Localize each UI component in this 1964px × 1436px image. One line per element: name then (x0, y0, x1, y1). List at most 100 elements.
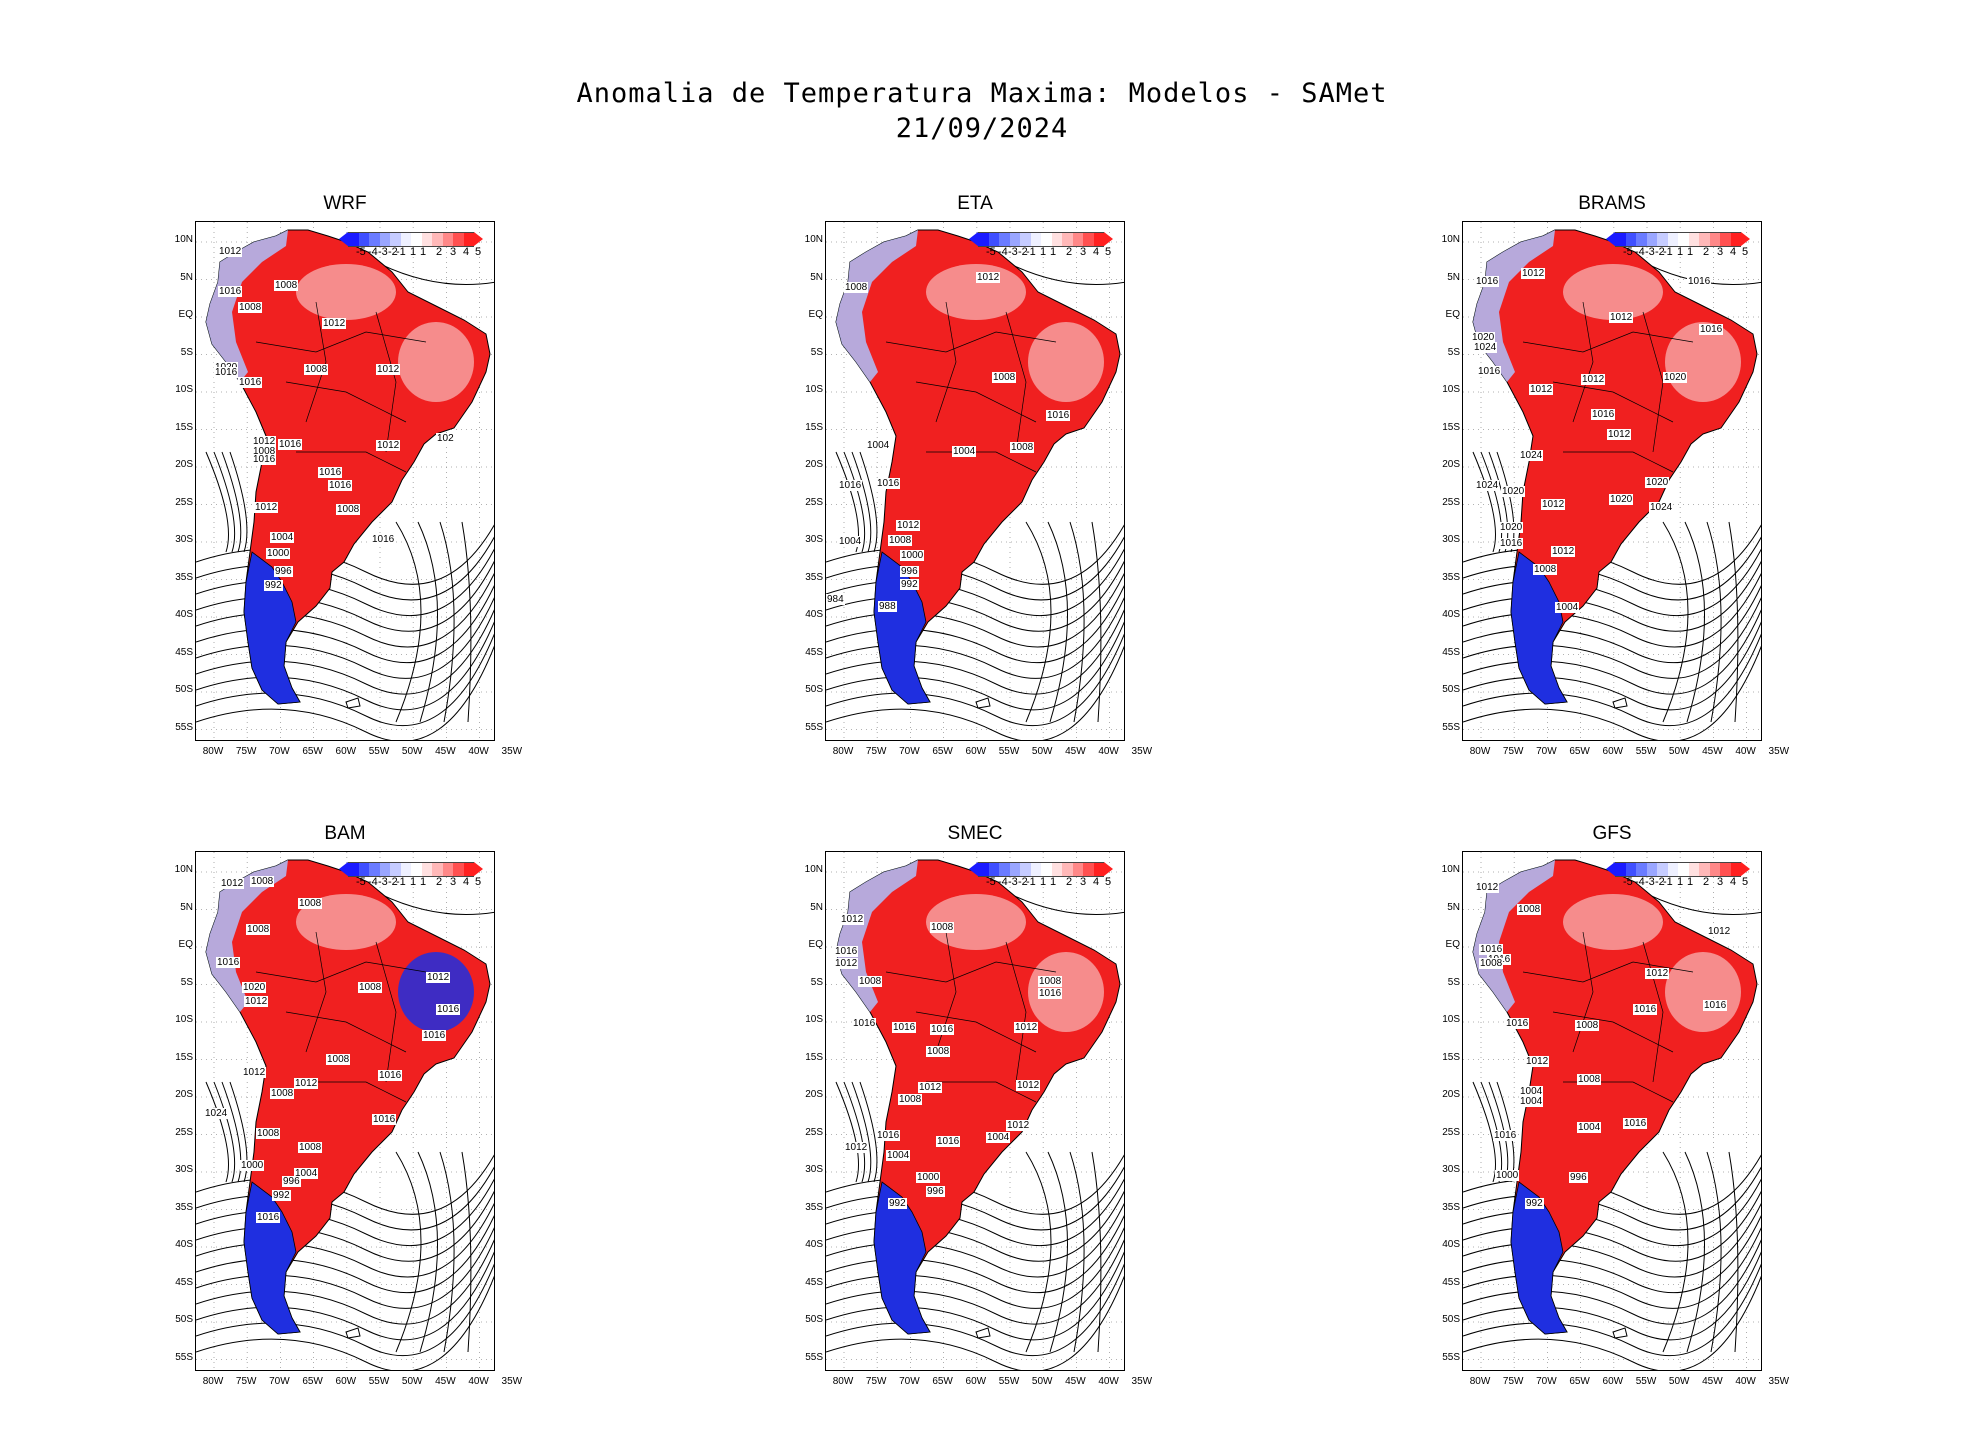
colorbar-arrow (474, 862, 483, 876)
isobar-line (826, 584, 1124, 664)
isobar-label: 1016 (1687, 276, 1712, 287)
colorbar-label: 1 (410, 246, 417, 258)
colorbar-segment (1699, 862, 1710, 877)
light-anomaly-patch (296, 264, 396, 320)
colorbar-arrow (1104, 232, 1113, 246)
patagonia-cold-anomaly (873, 1181, 931, 1335)
colorbar-segment (400, 862, 411, 877)
lon-tick-label: 60W (1602, 1376, 1624, 1387)
isobar-label: 1012 (242, 1067, 267, 1078)
isobar-line (826, 621, 1124, 711)
colorbar-segment (369, 862, 380, 877)
lat-tick-label: 25S (1442, 496, 1460, 508)
isobar-label: 996 (282, 1176, 301, 1187)
map-canvas (196, 852, 494, 1370)
lon-tick-label: 50W (1668, 746, 1690, 757)
isobar-label: 1016 (252, 454, 277, 465)
lon-tick-label: 45W (1702, 1376, 1723, 1387)
colorbar-segment (1688, 232, 1699, 247)
isobar-line (1025, 521, 1052, 723)
falkland-islands (345, 697, 361, 709)
isobar-line (439, 1151, 455, 1353)
isobar-label: 1000 (1495, 1170, 1520, 1181)
lat-tick-label: 20S (1442, 459, 1460, 470)
lat-tick-label: 10N (804, 864, 823, 875)
panel-title: SMEC (947, 823, 1003, 844)
colorbar-arrow (339, 232, 348, 246)
lon-tick-label: 65W (932, 746, 953, 757)
lat-tick-label: 45S (1442, 646, 1460, 658)
lat-tick-label: 50S (175, 1314, 193, 1325)
colorbar-arrow (1606, 862, 1615, 876)
colorbar-label: -5 (986, 876, 996, 888)
lat-tick-label: 10N (1441, 234, 1460, 245)
colorbar-segment (400, 232, 411, 247)
country-borders (885, 301, 1057, 473)
isobar-line (1463, 1202, 1761, 1278)
lat-tick-label: 25S (805, 496, 823, 508)
isobar-label: 1012 (252, 436, 277, 447)
isobar-line (213, 1081, 236, 1183)
colorbar-segment (1709, 232, 1720, 247)
isobar-label: 996 (1569, 1172, 1588, 1183)
colorbar-segment (1072, 862, 1083, 877)
colorbar-segment (978, 862, 989, 877)
colorbar-segment (1699, 232, 1710, 247)
colorbar-segment (1051, 232, 1062, 247)
country-borders (885, 931, 1057, 1103)
lat-tick-label: 15S (805, 1051, 823, 1063)
isobar-label: 102 (436, 433, 455, 444)
andes-anomaly (836, 860, 918, 1012)
patagonia-cold-anomaly (243, 551, 301, 705)
isobar-label: 1016 (1499, 538, 1524, 549)
isobar-label: 1004 (1519, 1096, 1544, 1107)
colorbar-segment (390, 862, 401, 877)
lat-tick-label: 20S (805, 459, 823, 470)
colorbar-label: 5 (1105, 876, 1112, 888)
isobar-label: 1008 (992, 372, 1017, 383)
isobar-label: 1020 (1609, 494, 1634, 505)
lat-tick-label: 55S (175, 721, 193, 733)
lon-tick-label: 35W (1131, 746, 1153, 757)
lon-tick-label: 55W (998, 746, 1020, 757)
isobar-line (1463, 645, 1761, 740)
isobar-label: 1016 (256, 1212, 281, 1223)
isobar-label: 1020 (1471, 332, 1496, 343)
lat-tick-label: 10N (1441, 864, 1460, 875)
lon-tick-label: 40W (1098, 746, 1119, 757)
lon-tick-label: 45W (435, 1376, 456, 1387)
lon-tick-label: 75W (865, 746, 887, 757)
colorbar-segment (1062, 862, 1073, 877)
isobar-line (826, 1214, 1124, 1294)
country-borders (255, 301, 427, 473)
colorbar-label: -2 (1018, 246, 1028, 258)
isobar-line (1463, 1263, 1761, 1357)
figure-date: 21/09/2024 (895, 113, 1069, 144)
isobar-label: 1012 (1707, 926, 1732, 937)
country-borders (1522, 301, 1694, 473)
isobar-label: 1012 (426, 972, 451, 983)
lon-tick-label: 80W (832, 746, 854, 757)
isobar-label: 1016 (1699, 324, 1724, 335)
isobar-label: 1012 (1525, 1056, 1550, 1067)
lat-tick-label: 10N (174, 234, 193, 245)
lat-tick-label: 45S (805, 646, 823, 658)
isobar-label: 1008 (1517, 904, 1542, 915)
colorbar-label: -3 (378, 246, 388, 258)
isobar-line (843, 451, 866, 553)
colorbar-label: 1 (1050, 876, 1057, 888)
lon-tick-label: 80W (202, 746, 224, 757)
lon-tick-label: 60W (1602, 746, 1624, 757)
lat-tick-label: 15S (1442, 1051, 1460, 1063)
isobar-label: 1008 (1010, 442, 1035, 453)
colorbar-segment (1625, 232, 1636, 247)
colorbar-label: -2 (1018, 876, 1028, 888)
isobar-label: 992 (1525, 1198, 1544, 1209)
isobar-label: 1004 (986, 1132, 1011, 1143)
isobar-label: 1016 (371, 534, 396, 545)
lat-tick-label: 40S (175, 1239, 193, 1250)
isobar-label: 1012 (1014, 1022, 1039, 1033)
lat-tick-label: EQ (178, 309, 193, 320)
isobar-line (826, 645, 1124, 740)
colorbar-segment (1083, 232, 1094, 247)
